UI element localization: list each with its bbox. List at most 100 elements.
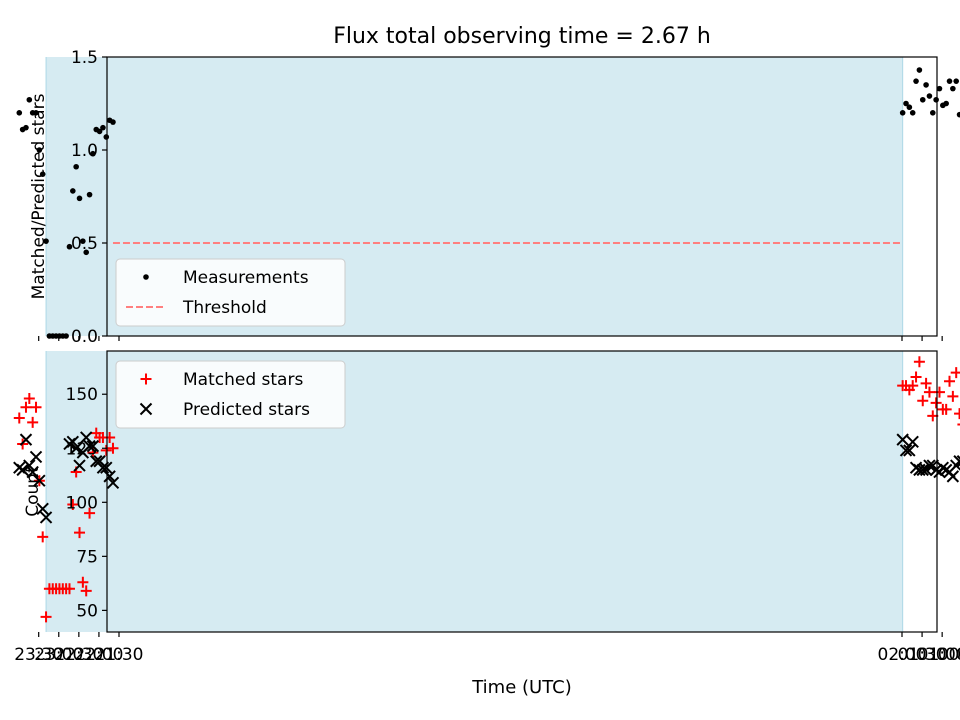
predicted-star-marker [86,439,100,453]
measurement-point [909,110,916,116]
predicted-star-marker [90,455,103,468]
matched-star-marker [84,507,96,519]
matched-star-marker [913,356,925,368]
predicted-star-marker [19,433,33,446]
legend-marker-measurements [143,274,149,280]
matched-star-marker [40,611,52,623]
x-tick-label: 01:30 [898,645,947,665]
predicted-star-marker [39,511,53,524]
measurement-point [29,110,36,116]
predicted-star-marker [69,442,83,455]
matched-star-marker [917,395,929,407]
measurement-point [919,96,926,103]
y-tick-label: 75 [76,547,98,567]
predicted-star-marker [76,446,90,459]
matched-star-marker [37,531,49,543]
matched-star-marker [950,367,960,379]
y-tick-label: 1.5 [71,48,98,68]
measurement-point [923,82,929,88]
matched-star-marker [13,412,25,424]
x-tick-label: 22:30 [54,645,103,665]
y-tick-label: 100 [66,493,98,513]
predicted-star-marker [63,437,76,451]
matched-star-marker [897,380,909,392]
measurement-point [913,78,919,84]
predicted-star-marker [26,465,39,479]
measurement-point [43,238,49,244]
x-tick-label: 00:00 [958,645,960,665]
matched-star-marker [27,416,39,428]
legend-label: Matched stars [183,370,303,390]
measurement-point [26,96,33,103]
measurement-point [100,124,106,131]
predicted-star-marker [36,502,49,515]
matched-star-marker [23,393,35,405]
predicted-star-marker [103,470,116,483]
measurement-point [93,126,100,133]
matched-star-marker [944,375,956,387]
x-tick-label: 21:30 [95,645,144,665]
matched-star-marker [947,390,959,402]
y-tick-label: 50 [76,601,98,621]
y-tick-label: 150 [66,385,98,405]
matched-star-marker [43,583,55,595]
matched-star-marker [910,371,922,383]
measurement-point [46,333,53,339]
measurement-point [936,85,943,92]
matched-star-marker [933,386,945,398]
predicted-star-marker [33,474,46,487]
y-tick-label: 0.0 [71,327,98,347]
legend-box [115,258,346,327]
measurement-point [926,93,933,99]
legend-box [115,360,346,429]
y-tick-label: 0.5 [71,234,98,254]
predicted-star-marker [956,455,960,468]
measurement-point [899,110,906,116]
measurement-point [70,188,76,194]
matched-star-marker [107,442,119,454]
legend-marker-predicted [139,402,153,416]
measurement-point [946,78,953,84]
matched-star-marker [930,397,942,409]
y-axis-label: Matched/Predicted stars [29,93,49,299]
predicted-star-marker [916,463,929,477]
x-tick-label: 23:30 [14,645,63,665]
predicted-star-marker [896,433,909,446]
legend-label: Threshold [182,298,267,318]
chart-title: Flux total observing time = 2.67 h [333,24,711,49]
matched-star-marker [80,585,92,597]
measurement-point [16,110,23,116]
matched-star-marker [920,377,932,389]
measurement-point [36,147,43,153]
x-tick-label: 22:00 [74,645,123,665]
measurement-point [66,243,73,250]
predicted-star-marker [80,431,93,444]
y-tick-label: 125 [66,439,98,459]
predicted-star-marker [899,444,913,457]
matched-star-marker [90,427,102,439]
legend-marker-matched [140,373,152,385]
predicted-star-marker [29,450,43,464]
measurement-point [929,110,936,116]
matched-star-marker [937,403,949,415]
matched-star-marker [67,498,79,510]
measurement-point [906,104,913,111]
x-tick-label: 01:00 [918,645,960,665]
predicted-star-marker [73,459,86,472]
measurement-point [80,238,86,244]
measurement-point [39,171,46,177]
measurement-point [950,85,956,92]
predicted-star-marker [93,455,106,468]
measurement-point [903,100,909,107]
y-tick-label: 1.0 [71,141,98,161]
measurement-point [106,117,113,124]
predicted-star-marker [909,461,923,474]
measurement-point [933,96,939,103]
matched-star-marker [100,444,112,456]
measurement-point [90,150,96,157]
measurement-point [956,111,960,118]
measurement-point [86,191,93,198]
predicted-star-marker [106,476,120,490]
top-panel: 0.0 0.5 1.0 1.5 Matched/Predicted stars Measu… [16,48,960,347]
